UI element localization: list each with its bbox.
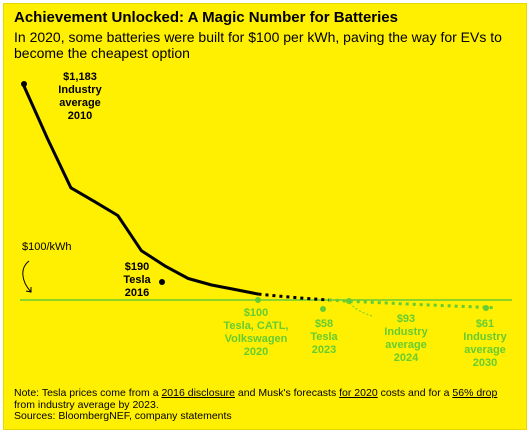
note-link-2020[interactable]: for 2020	[339, 387, 378, 399]
chart-title: Achievement Unlocked: A Magic Number for…	[14, 9, 398, 26]
note-sources: Sources: BloombergNEF, company statement…	[14, 410, 232, 422]
note-mid-1: and Musk's forecasts	[235, 387, 340, 399]
annotation-marker-2020	[255, 297, 261, 303]
note-mid-2: costs and for a	[377, 387, 453, 399]
series-green-projection-line	[328, 298, 494, 310]
annotation-label-2016: $190 Tesla 2016	[123, 261, 151, 299]
note-link-2016-disclosure[interactable]: 2016 disclosure	[161, 387, 235, 399]
chart-note: Note: Tesla prices come from a 2016 disc…	[14, 387, 519, 423]
reference-line-label: $100/kWh	[22, 241, 72, 253]
chart-card	[3, 3, 527, 430]
annotation-label-2030: $61 Industry average 2030	[463, 318, 507, 369]
annotation-label-2023: $58 Tesla 2023	[310, 318, 338, 356]
chart-subtitle: In 2020, some batteries were built for $…	[14, 29, 502, 61]
annotation-marker-2030	[483, 305, 489, 311]
annotation-label-2020: $100 Tesla, CATL, Volkswagen 2020	[224, 307, 289, 358]
note-link-56-drop[interactable]: 56% drop	[452, 387, 498, 399]
annotation-layer: $1,183 Industry average 2010 $190 Tesla 2016 $1…	[21, 71, 508, 369]
annotation-label-2024: $93 Industry average 2024	[384, 313, 428, 364]
series-layer	[22, 85, 494, 310]
annotation-marker-2023	[320, 306, 326, 312]
annotation-marker-2010	[21, 81, 27, 87]
annotation-marker-2016	[159, 279, 165, 285]
series-forecast-dotted-line	[258, 292, 329, 302]
annotation-connector-2024	[349, 302, 373, 317]
note-prefix: Note: Tesla prices come from a	[14, 387, 162, 399]
reference-arrow-head-icon	[25, 287, 32, 293]
annotation-label-2010: $1,183 Industry average 2010	[58, 71, 102, 122]
series-industry-average-line	[22, 85, 259, 296]
annotation-marker-2024	[346, 298, 352, 304]
reference-arrow-icon	[22, 260, 32, 293]
note-suffix: from industry average by 2023.	[14, 398, 159, 411]
